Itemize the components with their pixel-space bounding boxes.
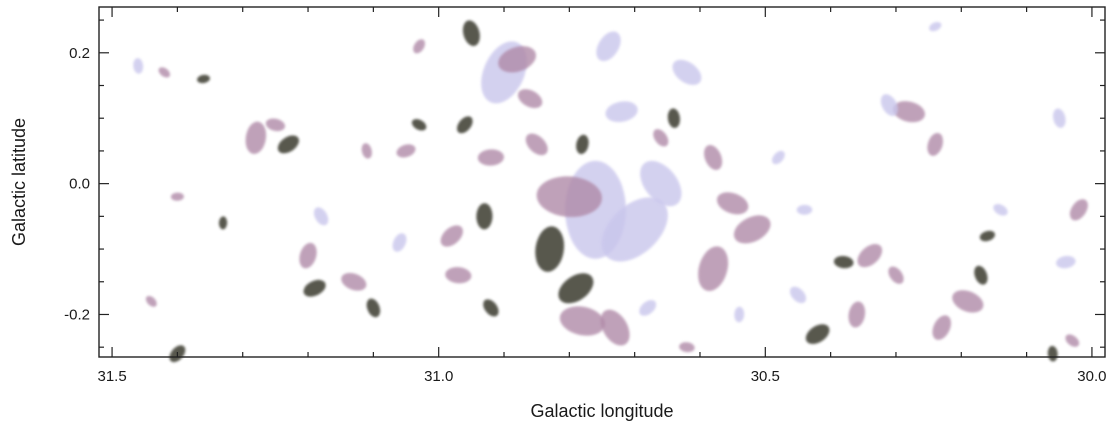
x-tick-label: 30.0 xyxy=(1077,368,1106,385)
x-tick-label: 30.5 xyxy=(751,368,780,385)
x-tick-labels: 31.5 31.0 30.5 30.0 xyxy=(97,368,1106,385)
x-tick-label: 31.0 xyxy=(424,368,453,385)
x-axis-title: Galactic longitude xyxy=(530,401,673,421)
y-tick-label: 0.0 xyxy=(69,176,90,193)
y-tick-label: 0.2 xyxy=(69,45,90,62)
x-tick-label: 31.5 xyxy=(97,368,126,385)
y-tick-label: -0.2 xyxy=(64,307,90,324)
y-axis-title: Galactic latitude xyxy=(9,118,29,246)
y-tick-labels: 0.2 0.0 -0.2 xyxy=(64,45,90,324)
